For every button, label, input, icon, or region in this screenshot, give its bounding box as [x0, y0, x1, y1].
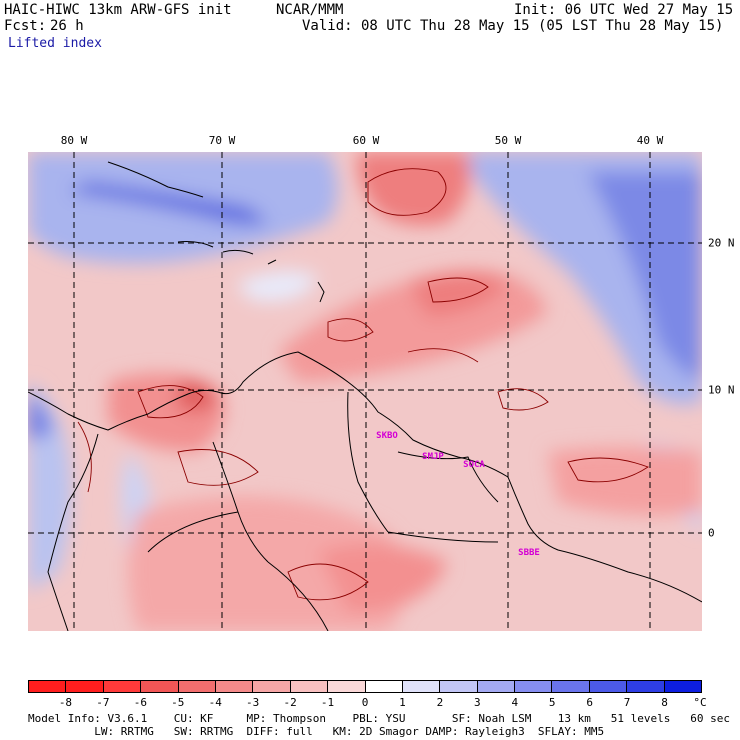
map-panel [28, 152, 702, 631]
lon-label-40w: 40 W [636, 134, 664, 147]
init-time: Init: 06 UTC Wed 27 May 15 [514, 2, 734, 18]
colorbar-segment [589, 681, 628, 692]
colorbar-tick-label: 5 [548, 696, 556, 709]
colorbar-segment [552, 681, 590, 692]
colorbar-segment [253, 681, 291, 692]
colorbar-segment [66, 681, 104, 692]
station-smjp: SMJP [422, 452, 444, 462]
colorbar-tick-label: -6 [133, 696, 147, 709]
station-soca: SOCA [463, 460, 485, 470]
forecast-label: Fcst: [4, 18, 47, 34]
colorbar-tick-label: 0 [361, 696, 369, 709]
colorbar-segment [664, 681, 702, 692]
lat-label-20n: 20 N [708, 236, 735, 250]
coastlines [28, 161, 702, 631]
colorbar-segment [290, 681, 329, 692]
colorbar-segment [365, 681, 403, 692]
colorbar-tick-label: -2 [283, 696, 297, 709]
colorbar-segment [477, 681, 516, 692]
colorbar-segment [29, 681, 67, 692]
colorbar-tick-label: 3 [474, 696, 481, 709]
lifted-index-map [28, 152, 702, 631]
model-title: HAIC-HIWC 13km ARW-GFS init [4, 2, 232, 18]
field-name: Lifted index [8, 36, 102, 51]
org-label: NCAR/MMM [276, 2, 344, 18]
colorbar-segment [328, 681, 366, 692]
model-info-line2: LW: RRTMG SW: RRTMG DIFF: full KM: 2D Sm… [28, 725, 605, 738]
station-skbo: SKBO [376, 431, 398, 441]
valid-time: Valid: 08 UTC Thu 28 May 15 (05 LST Thu … [302, 18, 724, 34]
colorbar-tick-label: -8 [58, 696, 73, 709]
colorbar-tick-label: -3 [246, 696, 260, 709]
colorbar-segment [402, 681, 441, 692]
colorbar-segment [103, 681, 142, 692]
colorbar-tick-label: 1 [399, 696, 406, 709]
station-sbbe: SBBE [518, 548, 540, 558]
colorbar-tick-label: -5 [171, 696, 185, 709]
colorbar-segment [515, 681, 553, 692]
colorbar-tick-label: 7 [623, 696, 631, 709]
colorbar-segment [178, 681, 216, 692]
lon-label-60w: 60 W [352, 134, 380, 147]
colorbar-tick-label: 6 [586, 696, 593, 709]
colorbar [28, 680, 702, 693]
forecast-hour: 26 h [50, 18, 84, 34]
colorbar-tick-label: -7 [96, 696, 110, 709]
colorbar-segment [215, 681, 254, 692]
lat-label-10n: 10 N [708, 383, 735, 397]
lon-label-50w: 50 W [494, 134, 522, 147]
colorbar-tick-label: 8 [661, 696, 668, 709]
colorbar-unit: °C [693, 696, 707, 709]
model-info-line1: Model Info: V3.6.1 CU: KF MP: Thompson P… [28, 712, 730, 725]
grid-lines [28, 152, 702, 631]
lon-label-80w: 80 W [60, 134, 88, 147]
colorbar-segment [627, 681, 665, 692]
colorbar-tick-label: -1 [320, 696, 335, 709]
lon-label-70w: 70 W [208, 134, 236, 147]
field-shading [28, 152, 702, 631]
colorbar-segment [141, 681, 179, 692]
lat-label-0: 0 [708, 526, 715, 540]
colorbar-tick-label: 2 [436, 696, 444, 709]
colorbar-tick-label: -4 [208, 696, 222, 709]
contour-lines [77, 168, 649, 601]
colorbar-tick-label: 4 [511, 696, 519, 709]
colorbar-segment [440, 681, 478, 692]
